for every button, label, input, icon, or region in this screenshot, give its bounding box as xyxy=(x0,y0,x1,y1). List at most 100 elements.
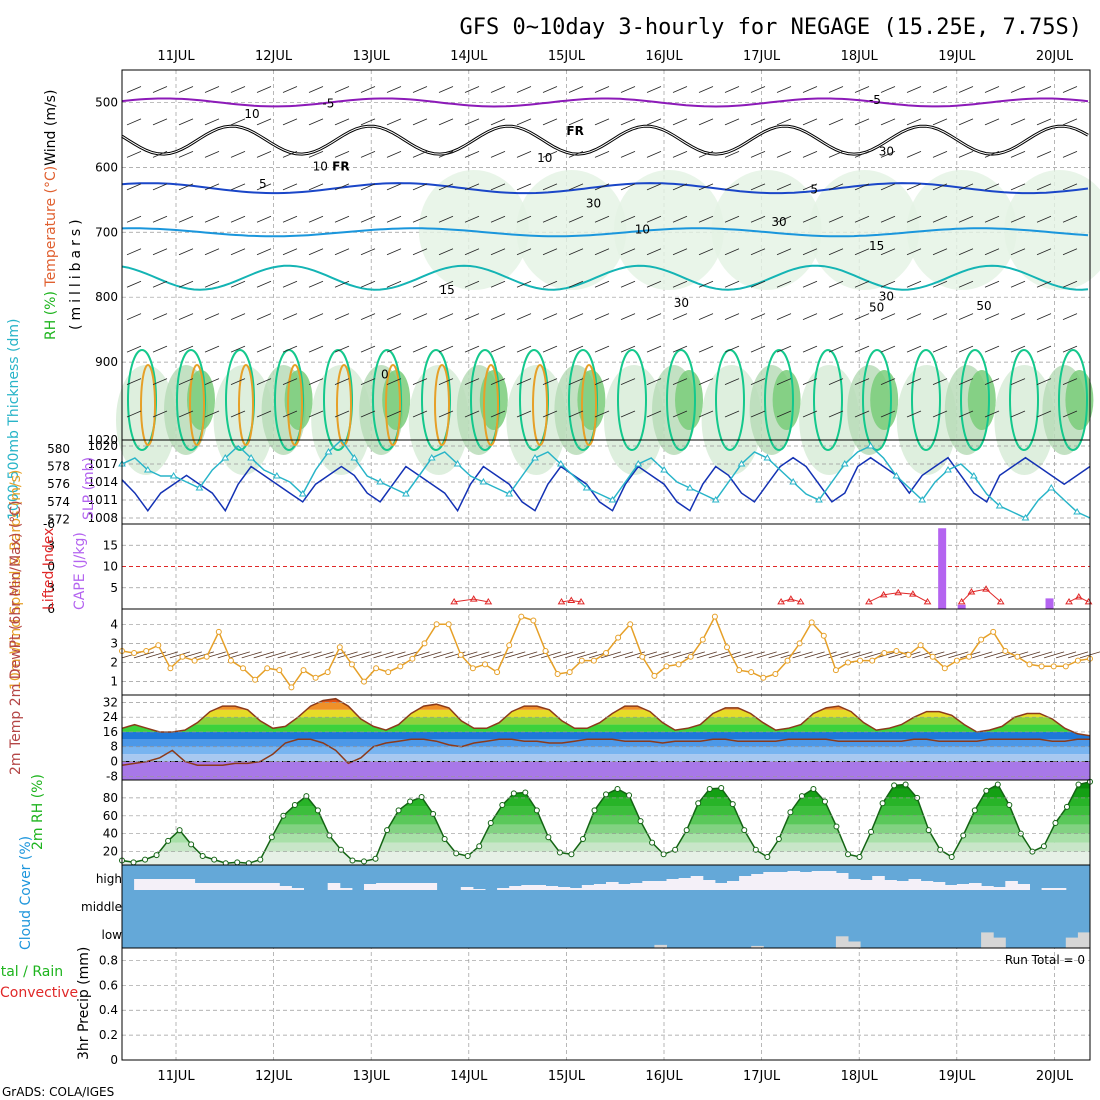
wind-barb xyxy=(854,151,870,158)
rh-series-marker xyxy=(464,853,471,860)
wind-barb xyxy=(230,410,246,418)
wind-barb xyxy=(932,118,948,126)
wind-barb xyxy=(516,215,532,223)
cloud-high-bar xyxy=(364,884,377,890)
wind-barb xyxy=(386,215,402,223)
wind-barb xyxy=(204,345,220,353)
wind-barb xyxy=(1062,248,1078,256)
cloud-high-bar xyxy=(509,886,522,890)
wind-barb xyxy=(594,313,610,321)
rh-series-marker xyxy=(845,851,851,858)
wind-barb xyxy=(308,183,324,191)
rh-series-marker xyxy=(1075,781,1082,788)
wind-barb xyxy=(438,118,454,126)
wind-speed-series-marker xyxy=(603,649,609,656)
wind-barb-surface xyxy=(361,651,382,659)
rh-series-marker xyxy=(891,782,898,789)
wind-barb xyxy=(828,313,844,321)
slp-tick-label: 1008 xyxy=(87,511,118,525)
wind-barb xyxy=(464,280,480,288)
cloud-high-bar xyxy=(376,883,389,890)
temperature-contour-25 xyxy=(238,364,254,446)
cloud-high-bar xyxy=(557,887,571,890)
wind-speed-series-marker xyxy=(990,628,997,635)
wind-barb xyxy=(724,151,740,158)
wind-barb xyxy=(360,410,376,418)
wind-barb xyxy=(672,215,688,223)
slp-series-marker xyxy=(969,472,978,479)
wind-barb xyxy=(308,313,324,321)
wind-speed-series-marker xyxy=(143,648,150,655)
wind-barb xyxy=(984,248,1000,256)
wind-speed-series-marker xyxy=(506,642,513,649)
slp-tick-label: 1011 xyxy=(87,493,118,507)
wind-barb xyxy=(854,86,870,93)
wind-barb xyxy=(334,151,350,158)
wind-speed-series-marker xyxy=(639,653,646,660)
wind-speed-series-marker xyxy=(312,674,319,681)
rh-tick-label: 40 xyxy=(103,827,118,841)
temperature-contour-20 xyxy=(862,349,892,451)
wind-barb xyxy=(620,410,636,418)
wind-speed-series-marker xyxy=(1074,657,1081,664)
wind-barb-surface xyxy=(732,651,753,659)
wind-barb xyxy=(1062,151,1078,158)
wind-barb xyxy=(750,151,766,158)
temperature-band xyxy=(122,731,1090,740)
slp-series-marker xyxy=(324,448,333,455)
wind-barb xyxy=(828,118,844,126)
rh-series-marker xyxy=(441,836,448,843)
rh-series-marker xyxy=(902,781,909,788)
slp-series-marker xyxy=(815,496,823,503)
wind-barb xyxy=(464,248,480,256)
wind-barb xyxy=(1036,345,1052,353)
wind-barb xyxy=(594,378,610,385)
wind-barb xyxy=(360,151,376,158)
wind-barb xyxy=(1062,183,1078,191)
date-label-bottom: 16JUL xyxy=(645,1069,683,1084)
wind-barb xyxy=(620,183,636,191)
cloud-level-label: high xyxy=(96,872,122,886)
wind-barb xyxy=(256,183,272,191)
lifted-index-line xyxy=(1068,596,1089,603)
contour-label: 30 xyxy=(586,197,601,211)
chart-title: GFS 0~10day 3-hourly for NEGAGE (15.25E,… xyxy=(459,15,1082,40)
wind-barb xyxy=(698,280,714,288)
rh-shade xyxy=(284,370,313,430)
wind-barb xyxy=(516,183,532,191)
rh-series-marker xyxy=(1006,802,1013,809)
temperature-contour-15 xyxy=(121,264,1089,291)
wind-speed-series-marker xyxy=(917,642,924,649)
wind-barb xyxy=(178,313,194,321)
wind-barb xyxy=(958,183,974,191)
slp-series-marker xyxy=(763,454,772,461)
cloud-high-bar xyxy=(243,883,256,890)
wind-barb xyxy=(802,183,818,191)
wind-barb xyxy=(516,313,532,321)
rh-ylabel: 2m RH (%) xyxy=(30,774,46,850)
cloud-high-bar xyxy=(182,879,196,890)
wind-speed-series-marker xyxy=(869,657,876,664)
wind-speed-series-marker xyxy=(264,665,271,672)
wind-barb-surface xyxy=(517,651,538,659)
contour-label: 30 xyxy=(879,289,894,303)
wind-barb xyxy=(646,378,662,385)
wind-speed-series-marker xyxy=(542,648,549,655)
rh-series-marker xyxy=(211,856,218,863)
slp-series-marker xyxy=(350,454,359,461)
thickness-tick-label: 576 xyxy=(47,477,70,491)
temperature-ylabel: 2m Temp 2m DewPt (6hr Min/Max) (°C) xyxy=(8,500,24,775)
wind-barb xyxy=(438,215,454,223)
wind-barb xyxy=(854,248,870,256)
wind-barb xyxy=(750,280,766,288)
wind-barb xyxy=(178,410,194,418)
wind-barb xyxy=(204,215,220,223)
wind-barb xyxy=(828,183,844,191)
slp-series-marker xyxy=(1073,508,1081,515)
wind-barb xyxy=(1062,378,1078,385)
wind-barb xyxy=(958,280,974,288)
thickness-tick-label: 574 xyxy=(47,495,70,509)
wind-barb xyxy=(516,345,532,353)
wind-barb xyxy=(230,118,246,126)
